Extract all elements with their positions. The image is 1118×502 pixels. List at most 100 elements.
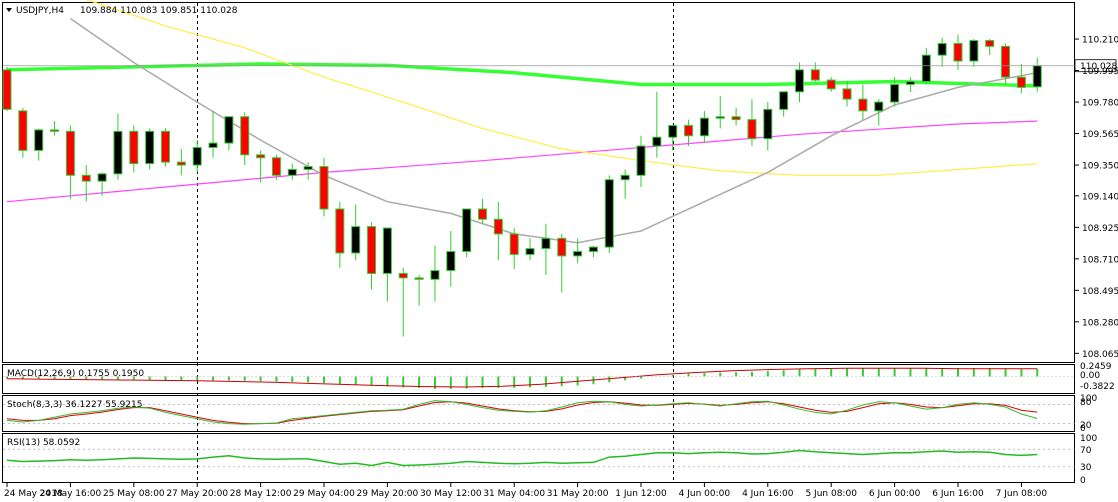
candle-29 [462,208,472,258]
candle-1 [18,107,28,158]
candle-body-54 [858,98,868,112]
x-tick-label-1: 24 May 16:00 [40,489,102,499]
candle-61 [969,39,979,67]
candle-body-20 [319,166,329,210]
candle-body-5 [81,174,91,182]
candle-62 [985,39,995,56]
candle-body-48 [763,108,773,140]
moving-average-lines [6,0,1038,244]
candle-7 [113,113,123,180]
candle-body-40 [636,145,646,176]
candle-body-4 [65,130,75,176]
stoch-signal-line [6,401,1038,425]
candle-body-8 [129,130,139,165]
candle-body-30 [478,208,487,220]
candle-40 [636,135,646,188]
candle-body-53 [842,88,852,100]
candle-body-39 [620,174,630,181]
candle-54 [858,84,868,120]
rsi-scale-label-1: 70 [1080,446,1092,456]
candle-body-57 [905,81,915,85]
candle-28 [446,230,456,287]
candle-body-43 [684,124,694,137]
stoch-panel-frame [2,395,1075,432]
y-tick-label-4: 109.350 [1082,162,1118,172]
candle-body-59 [937,42,947,56]
candle-5 [81,165,91,202]
candle-4 [65,125,75,199]
x-tick-label-5: 29 May 04:00 [293,489,355,499]
candle-body-17 [271,157,281,176]
candle-19 [303,162,313,180]
candle-body-23 [367,226,377,274]
candle-body-7 [113,130,123,175]
candle-body-52 [826,79,836,90]
candle-55 [874,99,884,126]
rsi-scale-label-2: 30 [1080,463,1092,473]
candle-body-0 [2,69,12,110]
dropdown-triangle-icon[interactable] [6,8,12,12]
candle-body-65 [1032,65,1042,88]
y-tick-label-5: 109.140 [1082,192,1118,202]
x-tick-label-12: 4 Jun 16:00 [742,489,794,499]
candle-18 [287,163,297,180]
candle-8 [129,125,139,173]
panel-frames [2,2,1075,483]
candle-11 [176,148,186,176]
candle-21 [335,201,345,268]
x-tick-label-14: 6 Jun 00:00 [869,489,921,499]
y-tick-label-2: 109.780 [1082,99,1118,109]
candle-body-64 [1016,76,1026,88]
candle-body-19 [303,166,313,170]
candle-2 [34,128,44,161]
candle-body-16 [256,154,266,159]
y-tick-label-10: 108.065 [1082,350,1118,360]
rsi-scale-label-3: 0 [1080,476,1086,486]
candle-body-18 [287,168,297,176]
candle-body-60 [953,42,963,62]
candle-body-44 [699,117,709,137]
candle-57 [905,77,915,92]
rsi-title: RSI(13) 58.0592 [7,438,80,448]
moving-average-2 [85,0,1038,176]
candle-22 [351,204,361,261]
candle-43 [684,119,694,147]
candle-59 [937,37,947,67]
candle-48 [763,102,773,151]
candle-64 [1016,63,1026,94]
candle-56 [890,77,900,107]
symbol-title: USDJPY,H4 [16,6,64,16]
candle-53 [842,81,852,107]
candle-body-34 [541,237,551,250]
x-tick-label-7: 30 May 12:00 [420,489,482,499]
candle-body-62 [985,40,995,47]
candle-25 [398,267,408,337]
y-tick-label-9: 108.280 [1082,318,1118,328]
x-tick-label-15: 6 Jun 16:00 [932,489,984,499]
candle-14 [224,116,234,151]
rsi-panel: 100 70 30 0 [3,434,1097,486]
candle-17 [271,154,281,180]
x-tick-label-13: 5 Jun 08:00 [805,489,857,499]
candle-10 [161,128,170,167]
candle-47 [747,99,757,147]
candle-body-33 [525,248,535,255]
x-tick-label-8: 31 May 04:00 [483,489,545,499]
candle-24 [382,227,392,302]
candle-32 [509,228,519,270]
candle-body-36 [573,251,583,257]
candle-body-9 [145,130,155,165]
ohlc-header: 109.884 110.083 109.851 110.028 [80,6,238,16]
candle-3 [50,121,60,136]
candle-44 [699,110,709,144]
candle-41 [652,91,662,158]
candle-body-31 [493,218,503,235]
candle-body-14 [224,116,234,144]
stoch-title: Stoch(8,3,3) 36.1227 55.9215 [7,400,142,410]
current-price-line: 110.028 [3,59,1117,72]
x-tick-label-11: 4 Jun 00:00 [679,489,731,499]
moving-average-3 [69,17,1038,244]
candle-body-50 [795,69,804,93]
